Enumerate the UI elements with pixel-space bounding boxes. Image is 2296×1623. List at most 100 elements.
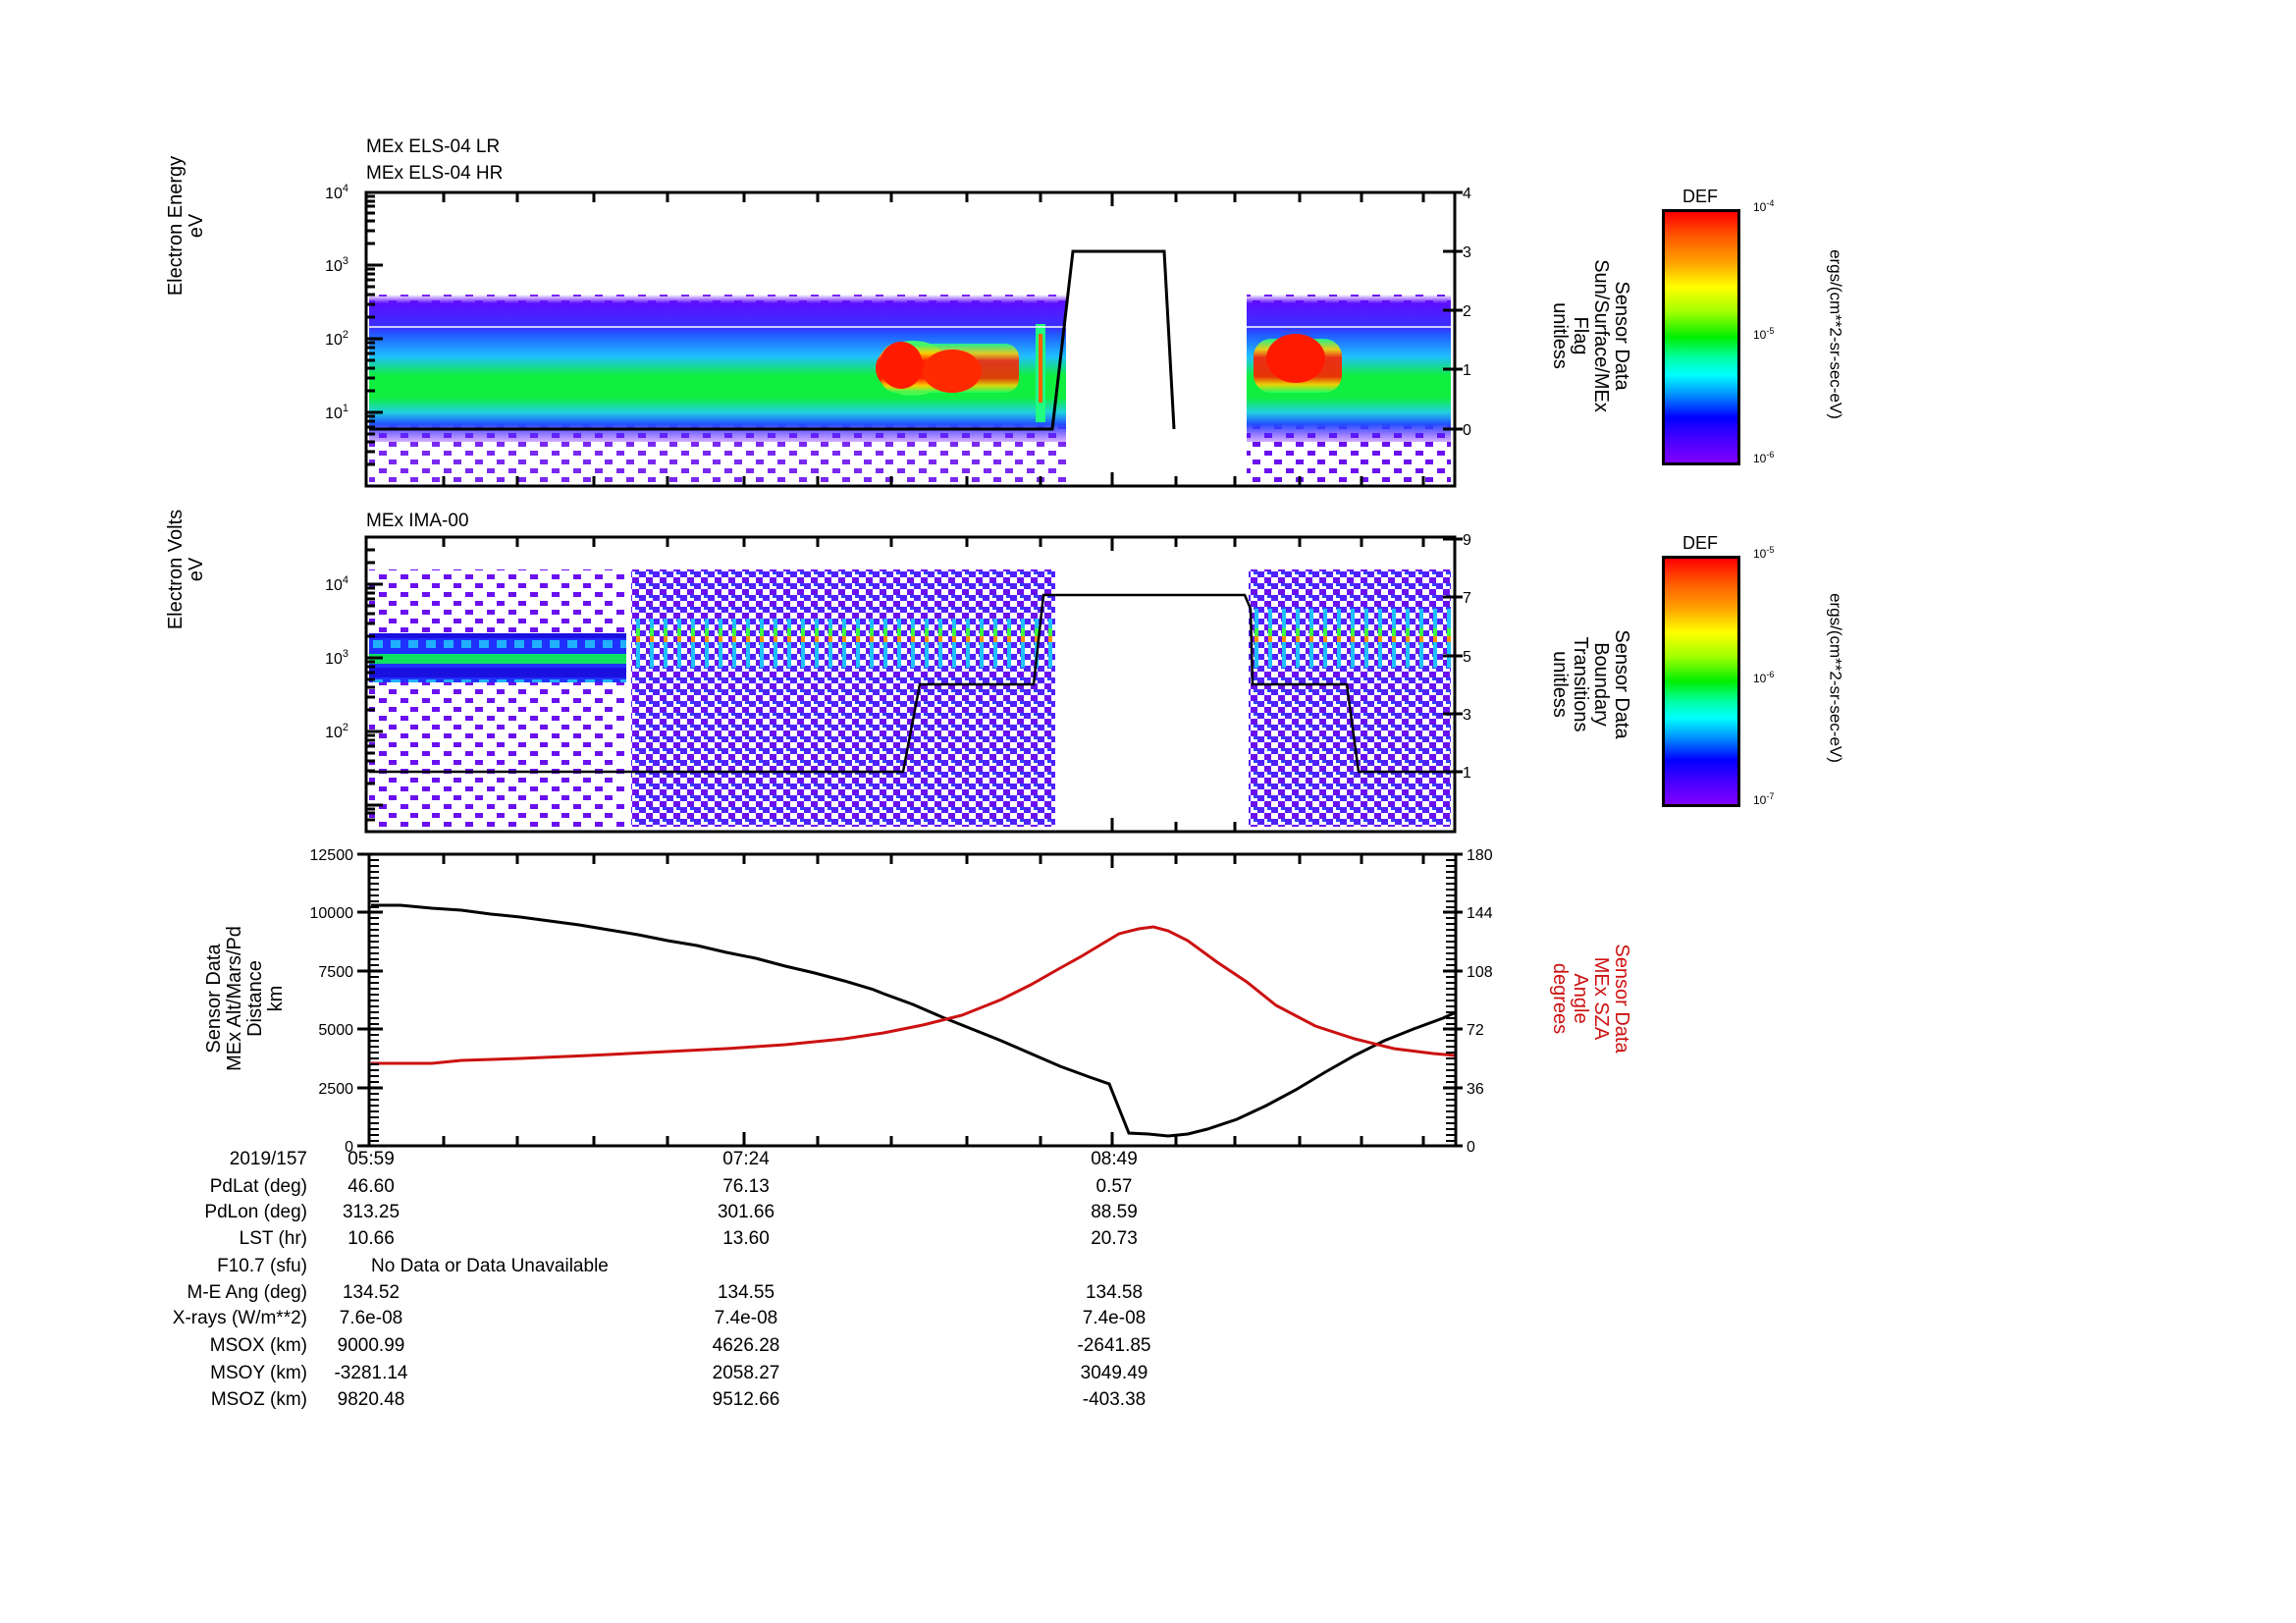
panel3-left-minor-ticks (369, 859, 379, 1142)
time-tick-1: 05:59 (347, 1149, 395, 1169)
row-label-msox: MSOX (km) (209, 1335, 307, 1356)
msox-value: -2641.85 (1077, 1335, 1151, 1356)
svg-text:3: 3 (1463, 244, 1471, 261)
colorbar1-max: 10-4 (1753, 198, 1775, 214)
svg-text:0: 0 (1463, 422, 1471, 439)
row-label-pdlon: PdLon (deg) (204, 1202, 307, 1222)
xrays-value: 7.6e-08 (339, 1308, 403, 1328)
panel1-title-hr: MEx ELS-04 HR (366, 163, 504, 184)
colorbar2 (1662, 556, 1740, 807)
colorbar1 (1662, 209, 1740, 465)
svg-text:144: 144 (1467, 905, 1493, 922)
pdlat-value: 76.13 (722, 1176, 770, 1197)
svg-text:102: 102 (325, 722, 348, 741)
row-label-msoy: MSOY (km) (210, 1363, 307, 1383)
distance-series (371, 903, 1457, 1138)
panel2-frame (364, 535, 1457, 834)
svg-text:104: 104 (325, 574, 348, 594)
panel2-time-ticks (442, 537, 1425, 832)
svg-text:36: 36 (1467, 1081, 1484, 1098)
me-ang-value: 134.55 (717, 1282, 775, 1303)
msoz-value: 9512.66 (712, 1389, 780, 1410)
row-label-xrays: X-rays (W/m**2) (172, 1308, 307, 1328)
svg-text:104: 104 (325, 183, 348, 202)
panel3-line-plot (371, 903, 1457, 1138)
pdlon-value: 88.59 (1091, 1202, 1138, 1222)
svg-text:1: 1 (1463, 362, 1471, 379)
panel2-left-ticks (366, 548, 383, 822)
svg-text:3: 3 (1463, 707, 1471, 724)
xrays-value: 7.4e-08 (714, 1308, 778, 1328)
svg-text:4: 4 (1463, 186, 1471, 202)
svg-text:5000: 5000 (318, 1022, 353, 1039)
lst-value: 13.60 (722, 1228, 770, 1249)
colorbar2-max: 10-5 (1753, 545, 1775, 561)
svg-text:101: 101 (325, 403, 348, 422)
svg-text:102: 102 (325, 329, 348, 349)
pdlon-value: 313.25 (342, 1202, 400, 1222)
pdlon-value: 301.66 (717, 1202, 775, 1222)
pdlat-value: 46.60 (347, 1176, 395, 1197)
row-label-msoz: MSOZ (km) (210, 1389, 307, 1410)
panel2-left-tick-labels: 104 103 102 (325, 574, 348, 741)
panel1-time-ticks (442, 192, 1425, 486)
panel1-right-tick-labels: 4 3 2 1 0 (1463, 186, 1471, 439)
msoz-value: 9820.48 (337, 1389, 405, 1410)
f107-no-data: No Data or Data Unavailable (371, 1256, 609, 1276)
msoz-value: -403.38 (1082, 1389, 1147, 1410)
panel3-right-tick-labels: 180 144 108 72 36 0 (1467, 847, 1493, 1156)
time-tick-3: 08:49 (1091, 1149, 1138, 1169)
svg-text:0: 0 (345, 1139, 353, 1156)
svg-text:1: 1 (1463, 765, 1471, 782)
svg-text:103: 103 (325, 648, 348, 668)
panel1-title-lr: MEx ELS-04 LR (366, 136, 501, 157)
row-label-me-ang: M-E Ang (deg) (187, 1282, 308, 1303)
svg-text:2500: 2500 (318, 1081, 353, 1098)
panel2-right-tick-labels: 9 7 5 3 1 (1463, 532, 1471, 782)
panel2-right-ticks (1443, 537, 1463, 774)
me-ang-value: 134.52 (342, 1282, 400, 1303)
svg-text:2: 2 (1463, 303, 1471, 320)
panel3-right-ticks (1443, 852, 1463, 1148)
panel1-right-ticks (1443, 190, 1463, 431)
panel3-frame (367, 852, 1458, 1148)
time-tick-2: 07:24 (722, 1149, 770, 1169)
panel3-left-ticks (357, 852, 383, 1148)
panel3-left-tick-labels: 12500 10000 7500 5000 2500 0 (310, 847, 354, 1156)
svg-text:103: 103 (325, 255, 348, 275)
pdlat-value: 0.57 (1095, 1176, 1133, 1197)
svg-text:7500: 7500 (318, 964, 353, 981)
sza-series (371, 925, 1457, 1065)
msox-value: 4626.28 (712, 1335, 780, 1356)
msoy-value: 3049.49 (1080, 1363, 1148, 1383)
msox-value: 9000.99 (337, 1335, 405, 1356)
svg-text:12500: 12500 (310, 847, 354, 864)
row-label-f107: F10.7 (sfu) (217, 1256, 307, 1276)
colorbar1-mid: 10-5 (1753, 326, 1775, 342)
svg-text:180: 180 (1467, 847, 1493, 864)
msoy-value: 2058.27 (712, 1363, 780, 1383)
svg-text:10000: 10000 (310, 905, 354, 922)
date-label: 2019/157 (229, 1149, 307, 1169)
lst-value: 20.73 (1091, 1228, 1138, 1249)
colorbar1-min: 10-6 (1753, 450, 1775, 465)
xrays-value: 7.4e-08 (1082, 1308, 1147, 1328)
row-label-pdlat: PdLat (deg) (209, 1176, 307, 1197)
svg-text:7: 7 (1463, 590, 1471, 607)
panel1-left-tick-labels: 104 103 102 101 (325, 183, 348, 422)
colorbar2-mid: 10-6 (1753, 670, 1775, 685)
colorbar2-title: DEF (1682, 533, 1718, 553)
me-ang-value: 134.58 (1085, 1282, 1144, 1303)
msoy-value: -3281.14 (334, 1363, 408, 1383)
lst-value: 10.66 (347, 1228, 395, 1249)
row-label-lst: LST (hr) (239, 1228, 307, 1249)
colorbar1-title: DEF (1682, 187, 1718, 206)
panel1-left-ticks (366, 190, 383, 466)
panel2-title: MEx IMA-00 (366, 511, 469, 531)
panel3-right-minor-ticks (1446, 859, 1456, 1142)
svg-text:5: 5 (1463, 649, 1471, 666)
svg-text:72: 72 (1467, 1022, 1484, 1039)
colorbar2-min: 10-7 (1753, 791, 1775, 807)
svg-text:9: 9 (1463, 532, 1471, 549)
